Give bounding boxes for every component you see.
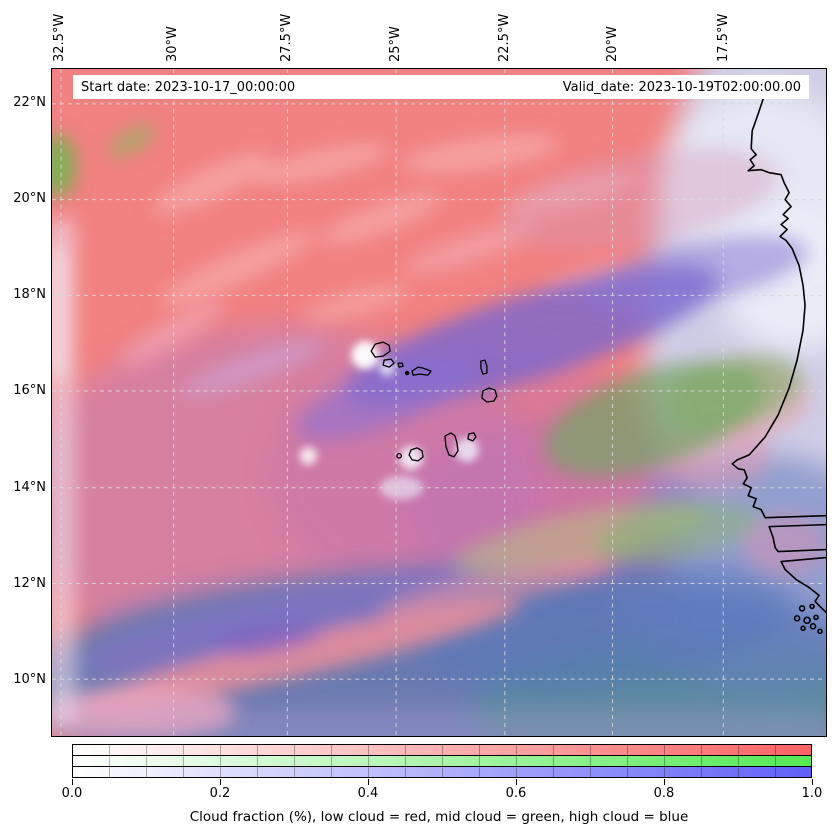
lat-tick-label: 12°N bbox=[13, 576, 46, 591]
lon-tick-label: 30°W bbox=[165, 26, 180, 62]
colorbar-tick-label: 0.4 bbox=[357, 786, 379, 801]
colorbar-tick-label: 0.6 bbox=[505, 786, 527, 801]
colorbar-tick-mark bbox=[220, 779, 221, 785]
start-date-label: Start date: 2023-10-17_00:00:00 bbox=[81, 79, 296, 95]
lon-tick-label: 22.5°W bbox=[497, 13, 512, 62]
colorbar-tick-mark bbox=[664, 779, 665, 785]
lon-tick-label: 25°W bbox=[388, 26, 403, 62]
lon-tick-label: 27.5°W bbox=[279, 13, 294, 62]
map-panel: Start date: 2023-10-17_00:00:00 Valid_da… bbox=[51, 68, 827, 737]
colorbar-row-high-cloud bbox=[72, 766, 812, 778]
cloud-field-bands bbox=[52, 125, 826, 736]
lat-tick-label: 10°N bbox=[13, 672, 46, 687]
colorbar-tick-mark bbox=[516, 779, 517, 785]
colorbar-caption: Cloud fraction (%), low cloud = red, mid… bbox=[189, 809, 689, 825]
gridlines bbox=[52, 69, 826, 736]
valid-date-label: Valid_date: 2023-10-19T02:00:00.00 bbox=[562, 79, 801, 95]
lat-tick-label: 18°N bbox=[13, 287, 46, 302]
lon-tick-label: 32.5°W bbox=[52, 13, 67, 62]
colorbar-tick-mark bbox=[72, 779, 73, 785]
lat-tick-label: 14°N bbox=[13, 480, 46, 495]
lat-tick-label: 20°N bbox=[13, 191, 46, 206]
colorbar-tick-label: 0.8 bbox=[653, 786, 675, 801]
cloud-field-svg bbox=[52, 69, 826, 736]
lat-tick-label: 16°N bbox=[13, 383, 46, 398]
africa-coastline bbox=[731, 95, 826, 635]
colorbar bbox=[72, 744, 812, 778]
colorbar-tick-label: 0.2 bbox=[209, 786, 231, 801]
colorbar-tick-mark bbox=[368, 779, 369, 785]
lon-tick-label: 17.5°W bbox=[716, 13, 731, 62]
lon-tick-label: 20°W bbox=[605, 26, 620, 62]
lat-tick-label: 22°N bbox=[13, 95, 46, 110]
colorbar-tick-label: 1.0 bbox=[801, 786, 823, 801]
colorbar-tick-mark bbox=[812, 779, 813, 785]
colorbar-tick-label: 0.0 bbox=[61, 786, 83, 801]
map-title-bar: Start date: 2023-10-17_00:00:00 Valid_da… bbox=[73, 75, 809, 99]
cape-verde-islands-outlines bbox=[370, 341, 498, 462]
